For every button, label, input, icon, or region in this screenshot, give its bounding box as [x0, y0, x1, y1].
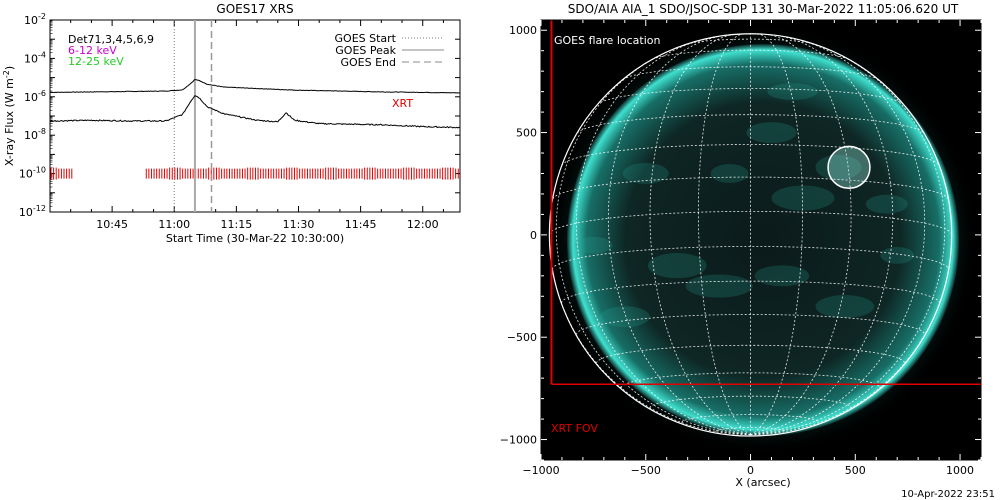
heliographic-grid-line: [698, 33, 751, 436]
active-region-glow: [647, 253, 707, 279]
heliographic-grid-line: [750, 33, 804, 436]
heliographic-grid-line: [549, 234, 751, 436]
active-region-glow: [574, 236, 613, 254]
goes-y-tick-label: 10-6: [24, 89, 46, 104]
active-region-glow: [880, 246, 914, 264]
goes-x-tick-label: 10:45: [96, 218, 128, 231]
aia-y-tick-label: 500: [516, 127, 537, 140]
aia-x-axis-label: X (arcsec): [735, 476, 790, 489]
active-region-glow: [622, 163, 669, 184]
heliographic-grid-line: [686, 38, 815, 45]
aia-y-tick-label: 0: [530, 229, 537, 242]
aia-flare-location-label: GOES flare location: [554, 34, 660, 47]
active-region-glow: [746, 122, 797, 144]
goes-band-high-label: 12-25 keV: [68, 55, 124, 68]
goes-legend: GOES Start GOES Peak GOES End: [335, 32, 444, 69]
goes-x-axis-label: Start Time (30-Mar-22 10:30:00): [166, 232, 344, 245]
heliographic-grid-line: [555, 53, 751, 436]
heliographic-grid-line: [750, 53, 946, 436]
goes-det-label: Det71,3,4,5,6,9: [68, 33, 154, 46]
goes-x-tick-label: 12:00: [407, 218, 439, 231]
active-region-glow: [710, 164, 749, 183]
footer-timestamp: 10-Apr-2022 23:51: [901, 489, 995, 500]
goes-y-axis-label: X-ray Flux (W m-2): [2, 66, 16, 166]
aia-chart-title: SDO/AIA AIA_1 SDO/JSOC-SDP 131 30-Mar-20…: [568, 2, 959, 16]
goes-y-tick-label: 10-10: [19, 166, 46, 181]
legend-goes-peak: GOES Peak: [335, 44, 396, 57]
aia-y-tick-label: 1000: [509, 24, 537, 37]
solar-limb: [548, 33, 953, 437]
heliographic-grid-line: [622, 66, 879, 80]
flare-bright-kernel: [828, 146, 870, 189]
aia-x-tick-label: 1000: [946, 464, 974, 477]
aia-plot-frame: [540, 19, 982, 461]
goes-plot-area: 10-2 10-4 10-6 10-8 10-10 10-12 10:45 11:00 11:…: [19, 12, 461, 231]
active-region-glow: [865, 194, 908, 214]
goes-band-low-label: 6-12 keV: [68, 44, 117, 57]
heliographic-grid-line: [577, 114, 925, 134]
heliographic-grid-line: [750, 34, 852, 436]
goes-x-tick-label: 11:45: [345, 218, 377, 231]
solar-disk: [567, 44, 959, 436]
heliographic-grid-line: [620, 372, 881, 388]
active-region-glow: [771, 185, 835, 211]
goes-y-tick-label: 10-12: [19, 204, 46, 219]
aia-map-area: −1000 −500 0 500 1000 1000 500 0 −500 −1000: [500, 19, 982, 477]
active-region-glow: [815, 154, 862, 180]
goes-series-line: [49, 78, 461, 94]
goes-series-line: [49, 95, 461, 129]
aia-x-tick-label: 0: [747, 464, 754, 477]
aia-x-tick-label: −1000: [522, 464, 559, 477]
goes-y-tick-label: 10-8: [24, 127, 46, 142]
legend-goes-start: GOES Start: [335, 32, 397, 45]
goes-y-tick-label: 10-2: [24, 12, 46, 27]
active-region-glow: [685, 274, 753, 298]
active-region-glow: [754, 265, 810, 287]
goes-x-tick-label: 11:30: [283, 218, 315, 231]
aia-y-tick-label: −1000: [500, 434, 537, 447]
goes-x-tick-label: 11:00: [158, 218, 190, 231]
goes-x-tick-label: 11:15: [221, 218, 253, 231]
heliographic-grid-line: [649, 34, 751, 436]
active-region-glow: [767, 83, 818, 101]
aia-y-tick-label: −500: [507, 331, 537, 344]
heliographic-grid-line: [750, 234, 953, 436]
flare-location-circle: [827, 145, 871, 190]
active-region-glow: [815, 294, 875, 319]
goes-y-tick-label: 10-4: [24, 50, 46, 65]
heliographic-grid-line: [561, 144, 940, 166]
aia-x-tick-label: −500: [631, 464, 661, 477]
goes-xrt-label: XRT: [392, 97, 413, 110]
aia-x-tick-label: 500: [845, 464, 866, 477]
heliographic-grid-line: [715, 427, 786, 432]
active-region-glow: [599, 306, 650, 328]
goes-chart-title: GOES17 XRS: [216, 2, 293, 16]
aia-xrt-fov-label: XRT FOV: [551, 422, 598, 435]
legend-goes-end: GOES End: [340, 56, 396, 69]
goes-plot-frame: [49, 19, 461, 213]
